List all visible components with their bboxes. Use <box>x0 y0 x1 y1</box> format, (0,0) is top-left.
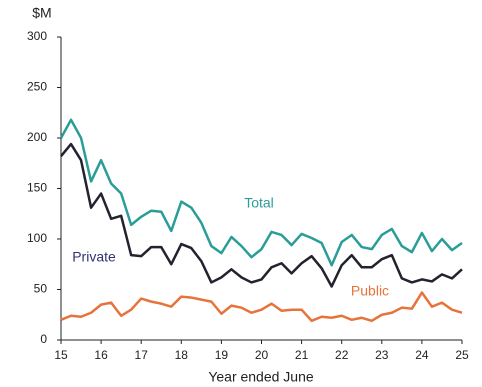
x-tick-label: 18 <box>175 348 189 362</box>
x-tick-label: 25 <box>455 348 469 362</box>
x-tick-label: 24 <box>415 348 429 362</box>
x-tick-label: 17 <box>135 348 149 362</box>
y-tick-label: 200 <box>27 130 47 144</box>
x-tick-label: 21 <box>295 348 309 362</box>
series-label: Total <box>244 195 274 211</box>
x-tick-label: 20 <box>255 348 269 362</box>
series-label: Private <box>72 249 116 265</box>
y-tick-label: 50 <box>34 282 48 296</box>
y-tick-label: 100 <box>27 231 47 245</box>
series-line <box>60 291 463 323</box>
x-tick-label: 15 <box>54 348 68 362</box>
y-tick-label: 250 <box>27 80 47 94</box>
series-label: Public <box>351 283 389 299</box>
x-tick-label: 22 <box>335 348 349 362</box>
x-tick-label: 16 <box>94 348 108 362</box>
y-axis-title: $M <box>32 5 51 21</box>
y-tick-label: 150 <box>27 181 47 195</box>
x-tick-label: 19 <box>215 348 229 362</box>
x-tick-label: 23 <box>375 348 389 362</box>
x-axis-title: Year ended June <box>208 369 314 385</box>
y-tick-label: 300 <box>27 29 47 43</box>
series-line <box>60 142 463 288</box>
y-tick-label: 0 <box>40 332 47 346</box>
series-line <box>59 118 463 267</box>
